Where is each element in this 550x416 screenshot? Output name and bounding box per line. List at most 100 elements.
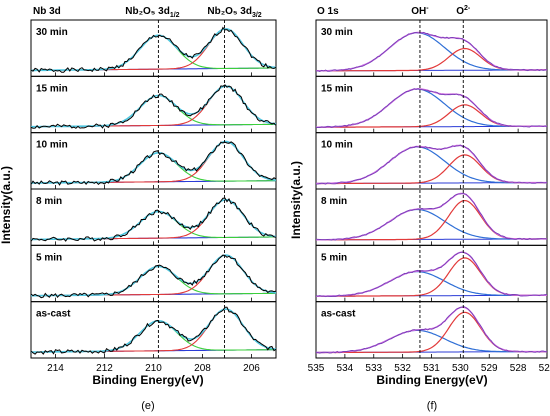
x-tick-label: 529 [481, 363, 498, 374]
raw-data-curve [316, 88, 548, 128]
x-tick-label: 206 [243, 363, 260, 374]
raw-data-curve [30, 84, 277, 129]
strip-label: 15 min [321, 83, 353, 94]
raw-data-curve [30, 141, 277, 186]
o2-fit-curve [316, 104, 548, 128]
o2-fit-curve [316, 47, 547, 72]
x-tick-label: 212 [96, 363, 113, 374]
envelope-curve [31, 254, 277, 297]
nb3d-peak-label-1-2-sub: 1/2 [170, 12, 180, 19]
peak-3d5-2-fit-curve [30, 152, 277, 184]
peak-3d3-2-fit-curve [31, 199, 277, 240]
nb3d-panel-label: (e) [141, 400, 154, 412]
o1s-peak-label-o2: O2- [456, 5, 471, 17]
strip-label: 30 min [36, 27, 68, 38]
peak-3d3-2-fit-curve [31, 85, 277, 128]
nb3d-y-axis-label: Intensity(a.u.) [0, 166, 13, 244]
x-tick-label: 208 [194, 363, 211, 374]
strip-10-min: 10 min [30, 132, 277, 190]
envelope-curve [31, 199, 277, 241]
o1s-peak-label-oh-sup: - [426, 5, 429, 12]
nb3d-peak-label-3-2-base: Nb₂O₅ 3d [207, 6, 252, 17]
strip-frame [315, 244, 548, 303]
x-tick-label: 527 [539, 363, 550, 374]
strip-label: 5 min [321, 252, 347, 263]
o1s-panel-label: (f) [427, 400, 437, 412]
x-tick-label: 528 [510, 363, 527, 374]
strip-label: 10 min [36, 140, 68, 151]
strip-5-min: 5 min [30, 244, 277, 303]
raw-data-curve [315, 251, 547, 298]
o2-fit-curve [316, 199, 547, 241]
strip-label: 30 min [321, 27, 353, 38]
strip-5-min: 5 min [315, 244, 548, 303]
x-tick-label: 535 [308, 363, 325, 374]
strip-label: 15 min [36, 83, 68, 94]
o1s-peak-label-o2-base: O [456, 6, 464, 17]
envelope-curve [31, 28, 277, 72]
strip-10-min: 10 min [315, 132, 548, 190]
peak-3d5-2-fit-curve [30, 320, 277, 353]
raw-data-curve [316, 31, 548, 72]
o1s-panel: O 1s OH- O2- Intensity(a.u.) Binding Ene… [289, 5, 550, 412]
oh-fit-curve [316, 88, 548, 128]
o1s-peak-label-o2-sup: 2- [464, 5, 471, 12]
o2-fit-curve [315, 154, 547, 185]
x-tick-label: 530 [452, 363, 469, 374]
x-tick-label: 533 [365, 363, 382, 374]
x-tick-label: 531 [423, 363, 440, 374]
nb3d-peak-label-3-2: Nb₂O₅ 3d3/2 [207, 6, 261, 19]
oh-fit-curve [316, 271, 548, 297]
peak-3d3-2-fit-curve [31, 254, 277, 297]
envelope-curve [316, 192, 547, 241]
nb3d-panel: Nb 3d Nb₂O₅ 3d1/2 Nb₂O₅ 3d3/2 Intensity(… [0, 6, 277, 412]
strip-label: 5 min [36, 252, 62, 263]
strip-30-min: 30 min [315, 19, 548, 77]
raw-data-curve [30, 306, 277, 355]
nb3d-peak-label-1-2-base: Nb₂O₅ 3d [125, 6, 170, 17]
strip-as-cast: as-cast [315, 301, 548, 359]
raw-data-curve [30, 26, 277, 73]
oh-fit-curve [316, 329, 547, 354]
oh-fit-curve [316, 32, 547, 72]
oh-fit-curve [316, 146, 547, 185]
x-tick-label: 534 [337, 363, 354, 374]
envelope-curve [30, 308, 277, 353]
strip-8-min: 8 min [30, 188, 277, 246]
o1s-x-axis-label: Binding Energy(eV) [376, 373, 487, 387]
strip-as-cast: as-cast [30, 301, 277, 359]
strip-label: 8 min [321, 196, 347, 207]
envelope-curve [31, 85, 277, 128]
peak-3d5-2-fit-curve [31, 94, 276, 128]
nb3d-peak-label-3-2-sub: 3/2 [252, 12, 262, 19]
strip-frame [315, 188, 548, 246]
strip-label: 8 min [36, 196, 62, 207]
strip-15-min: 15 min [315, 75, 548, 134]
nb3d-peak-label-1-2: Nb₂O₅ 3d1/2 [125, 6, 179, 19]
nb3d-corner-label: Nb 3d [33, 6, 61, 17]
strip-label: as-cast [36, 309, 71, 320]
raw-data-curve [30, 197, 277, 242]
o2-fit-curve [316, 257, 548, 297]
o1s-corner-label: O 1s [317, 6, 339, 17]
peak-3d5-2-fit-curve [31, 265, 276, 297]
strip-30-min: 30 min [30, 19, 277, 77]
o1s-peak-label-oh: OH- [411, 5, 429, 17]
raw-data-curve [315, 193, 548, 241]
o1s-peak-label-oh-base: OH [411, 6, 426, 17]
strip-label: 10 min [321, 140, 353, 151]
strip-15-min: 15 min [30, 75, 277, 134]
raw-data-curve [315, 306, 548, 354]
strip-label: as-cast [321, 309, 356, 320]
x-tick-label: 214 [47, 363, 64, 374]
peak-3d5-2-fit-curve [31, 211, 276, 240]
x-tick-label: 532 [394, 363, 411, 374]
x-tick-label: 210 [145, 363, 162, 374]
raw-data-curve [316, 144, 548, 185]
raw-data-curve [30, 254, 277, 299]
strip-8-min: 8 min [315, 188, 548, 246]
o1s-y-axis-label: Intensity(a.u.) [289, 161, 303, 239]
peak-3d3-2-fit-curve [30, 141, 277, 184]
nb3d-x-axis-label: Binding Energy(eV) [92, 373, 203, 387]
